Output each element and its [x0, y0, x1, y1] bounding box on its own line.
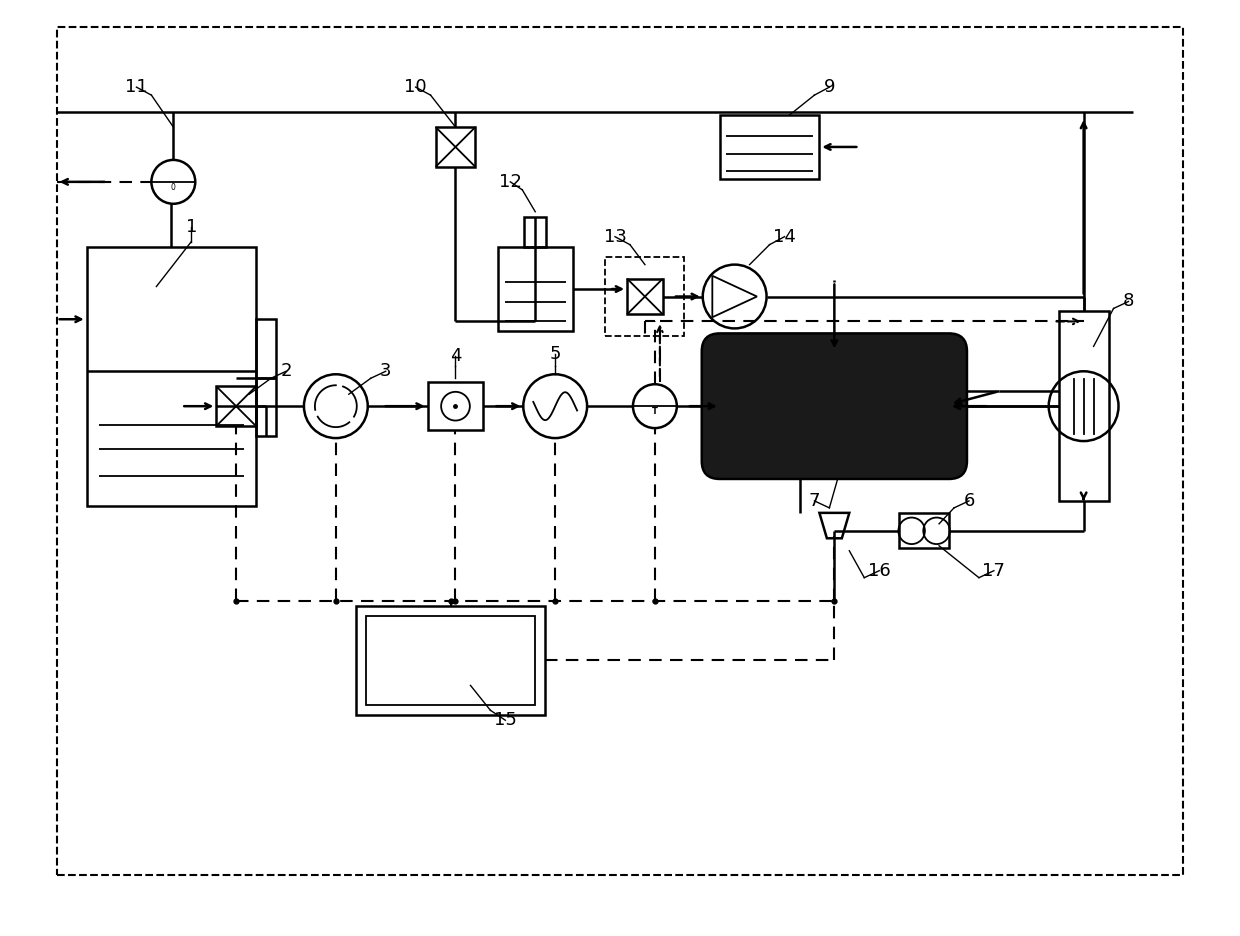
Bar: [356, 606, 546, 715]
Text: 1: 1: [186, 218, 197, 236]
Text: 15: 15: [494, 711, 517, 729]
Bar: [719, 114, 820, 180]
Text: 0: 0: [171, 183, 176, 192]
Bar: [525, 217, 546, 247]
Text: T: T: [652, 406, 658, 416]
Text: 8: 8: [1122, 292, 1135, 311]
Text: 13: 13: [604, 227, 626, 245]
Bar: [1059, 312, 1109, 501]
Text: 12: 12: [498, 173, 522, 191]
Text: 9: 9: [823, 78, 835, 96]
Text: 16: 16: [868, 562, 890, 579]
Bar: [87, 247, 257, 505]
Bar: [899, 513, 949, 548]
Text: 3: 3: [379, 362, 392, 380]
Bar: [366, 616, 536, 706]
Bar: [216, 387, 257, 426]
Text: 4: 4: [450, 347, 461, 365]
Bar: [605, 257, 684, 336]
Text: 14: 14: [773, 227, 796, 245]
Bar: [428, 382, 484, 431]
Text: 11: 11: [125, 78, 148, 96]
Text: 7: 7: [808, 492, 820, 510]
Bar: [435, 127, 475, 167]
Bar: [627, 279, 663, 314]
Text: 6: 6: [963, 492, 975, 510]
Text: 10: 10: [404, 78, 427, 96]
FancyBboxPatch shape: [702, 333, 967, 479]
Text: 5: 5: [549, 345, 560, 363]
Text: 17: 17: [982, 562, 1006, 579]
Text: 2: 2: [280, 362, 291, 380]
Bar: [498, 247, 573, 331]
Bar: [257, 319, 277, 436]
